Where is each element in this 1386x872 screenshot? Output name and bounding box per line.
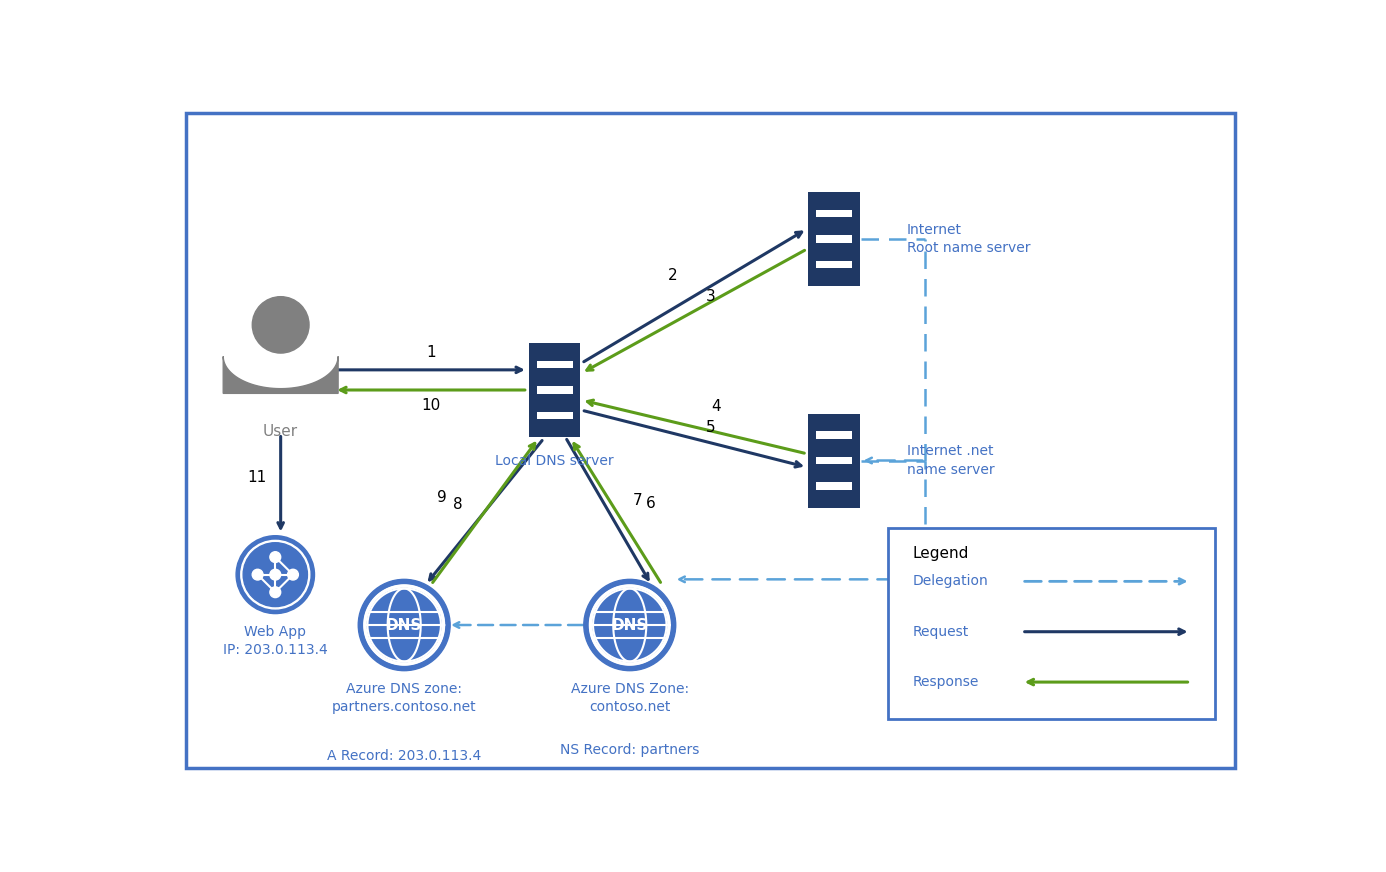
FancyBboxPatch shape [816,210,852,217]
Text: Azure DNS zone:
partners.contoso.net: Azure DNS zone: partners.contoso.net [331,682,477,714]
Polygon shape [223,357,338,393]
Text: NS Record: partners: NS Record: partners [560,743,700,757]
Ellipse shape [252,569,263,580]
FancyBboxPatch shape [816,457,852,464]
Ellipse shape [241,541,310,609]
FancyBboxPatch shape [808,413,859,508]
Ellipse shape [593,589,667,662]
Ellipse shape [252,296,309,353]
FancyBboxPatch shape [887,528,1216,719]
Ellipse shape [270,569,281,580]
Text: Response: Response [912,675,979,689]
Text: 4: 4 [711,399,721,413]
Ellipse shape [365,585,444,664]
FancyBboxPatch shape [816,261,852,268]
Ellipse shape [590,585,669,664]
Text: 1: 1 [427,344,435,360]
FancyBboxPatch shape [536,412,572,419]
Ellipse shape [243,542,308,607]
FancyBboxPatch shape [536,386,572,393]
Text: 9: 9 [437,490,446,505]
FancyBboxPatch shape [536,361,572,368]
Text: 11: 11 [248,470,266,485]
Text: 6: 6 [646,496,656,511]
Ellipse shape [287,569,298,580]
FancyBboxPatch shape [816,482,852,490]
Ellipse shape [367,589,441,662]
Text: Legend: Legend [912,546,969,561]
Text: DNS: DNS [387,617,423,632]
Text: 7: 7 [633,494,643,508]
FancyBboxPatch shape [816,432,852,439]
Text: Delegation: Delegation [912,575,988,589]
Text: 10: 10 [421,398,441,413]
Text: 2: 2 [668,268,678,283]
Ellipse shape [270,552,281,562]
Text: 3: 3 [705,290,715,304]
Text: DNS: DNS [611,617,647,632]
Text: A Record: 203.0.113.4: A Record: 203.0.113.4 [327,749,481,763]
Text: Web App
IP: 203.0.113.4: Web App IP: 203.0.113.4 [223,625,327,657]
Ellipse shape [584,579,676,671]
Ellipse shape [236,535,315,614]
Text: 5: 5 [705,420,715,435]
FancyBboxPatch shape [529,343,581,437]
FancyBboxPatch shape [808,192,859,286]
Text: Internet
Root name server: Internet Root name server [906,222,1030,255]
Text: Request: Request [912,624,969,638]
FancyBboxPatch shape [816,235,852,242]
Text: Local DNS server: Local DNS server [495,453,614,467]
Text: Internet .net
name server: Internet .net name server [906,445,995,477]
Text: Azure DNS Zone:
contoso.net: Azure DNS Zone: contoso.net [571,682,689,714]
Ellipse shape [358,579,450,671]
Text: User: User [263,424,298,439]
Text: 8: 8 [453,496,463,512]
Ellipse shape [270,587,281,597]
